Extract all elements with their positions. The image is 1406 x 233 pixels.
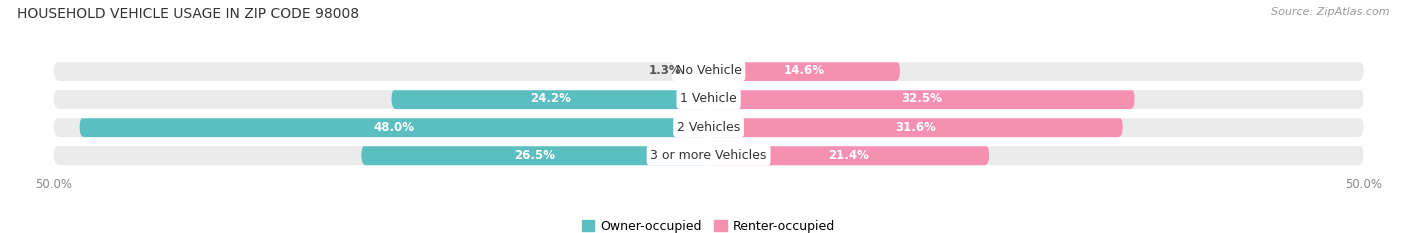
FancyBboxPatch shape: [709, 117, 1123, 137]
FancyBboxPatch shape: [53, 61, 1364, 81]
FancyBboxPatch shape: [53, 145, 1364, 165]
Text: 21.4%: 21.4%: [828, 149, 869, 162]
FancyBboxPatch shape: [80, 117, 709, 137]
FancyBboxPatch shape: [361, 145, 709, 165]
FancyBboxPatch shape: [53, 117, 1364, 137]
Text: 1.3%: 1.3%: [648, 64, 681, 77]
Text: 14.6%: 14.6%: [783, 64, 825, 77]
FancyBboxPatch shape: [709, 145, 988, 165]
Text: 31.6%: 31.6%: [896, 120, 936, 134]
Text: No Vehicle: No Vehicle: [676, 64, 741, 77]
Text: 24.2%: 24.2%: [530, 93, 571, 106]
Text: Source: ZipAtlas.com: Source: ZipAtlas.com: [1271, 7, 1389, 17]
Text: 3 or more Vehicles: 3 or more Vehicles: [651, 149, 766, 162]
Text: 32.5%: 32.5%: [901, 93, 942, 106]
Text: 26.5%: 26.5%: [515, 149, 555, 162]
Text: 48.0%: 48.0%: [374, 120, 415, 134]
FancyBboxPatch shape: [53, 89, 1364, 109]
FancyBboxPatch shape: [692, 61, 709, 81]
Text: 2 Vehicles: 2 Vehicles: [678, 120, 740, 134]
FancyBboxPatch shape: [709, 89, 1135, 109]
Text: 1 Vehicle: 1 Vehicle: [681, 93, 737, 106]
Legend: Owner-occupied, Renter-occupied: Owner-occupied, Renter-occupied: [582, 220, 835, 233]
FancyBboxPatch shape: [391, 89, 709, 109]
FancyBboxPatch shape: [709, 61, 900, 81]
Text: HOUSEHOLD VEHICLE USAGE IN ZIP CODE 98008: HOUSEHOLD VEHICLE USAGE IN ZIP CODE 9800…: [17, 7, 359, 21]
